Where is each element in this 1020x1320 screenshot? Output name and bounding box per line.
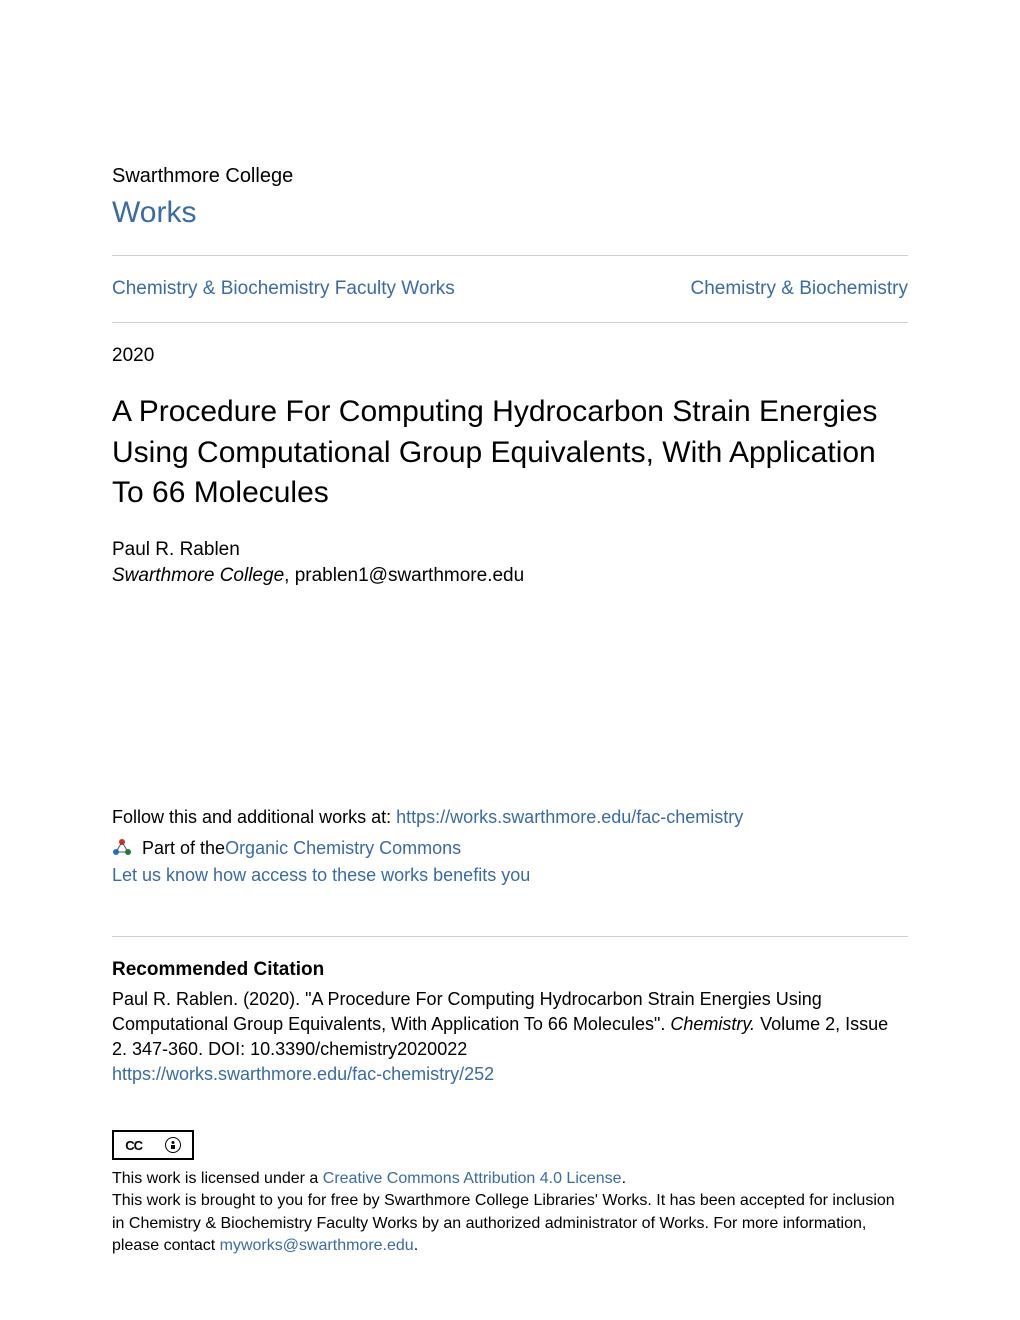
author-name: Paul R. Rablen — [112, 539, 908, 561]
feedback-link[interactable]: Let us know how access to these works be… — [112, 865, 908, 886]
cc-icon: CC — [125, 1138, 142, 1153]
affiliation-separator: , — [284, 565, 295, 586]
author-affiliation-row: Swarthmore College, prablen1@swarthmore.… — [112, 565, 908, 587]
license-statement: This work is licensed under a Creative C… — [112, 1168, 908, 1190]
follow-works-text: Follow this and additional works at: htt… — [112, 807, 908, 828]
collection-link[interactable]: Chemistry & Biochemistry Faculty Works — [112, 278, 455, 300]
contact-email-link[interactable]: myworks@swarthmore.edu — [220, 1237, 414, 1254]
author-affiliation: Swarthmore College — [112, 565, 284, 586]
institution-name: Swarthmore College — [112, 165, 908, 188]
commons-prefix: Part of the — [142, 838, 225, 859]
divider-nav — [112, 322, 908, 323]
license-prefix: This work is licensed under a — [112, 1170, 323, 1187]
commons-network-icon — [112, 838, 132, 858]
commons-row: Part of the Organic Chemistry Commons — [112, 838, 908, 859]
citation-url-link[interactable]: https://works.swarthmore.edu/fac-chemist… — [112, 1064, 908, 1085]
divider-citation — [112, 936, 908, 937]
publication-year: 2020 — [112, 345, 908, 367]
repository-link[interactable]: Works — [112, 196, 908, 230]
citation-body: Paul R. Rablen. (2020). "A Procedure For… — [112, 987, 908, 1063]
commons-link[interactable]: Organic Chemistry Commons — [225, 838, 461, 859]
license-link[interactable]: Creative Commons Attribution 4.0 License — [323, 1170, 622, 1187]
department-link[interactable]: Chemistry & Biochemistry — [691, 278, 909, 300]
page-title: A Procedure For Computing Hydrocarbon St… — [112, 392, 908, 514]
author-email: prablen1@swarthmore.edu — [295, 565, 524, 586]
follow-url-link[interactable]: https://works.swarthmore.edu/fac-chemist… — [396, 807, 743, 827]
by-icon — [165, 1137, 181, 1153]
follow-prefix: Follow this and additional works at: — [112, 807, 396, 827]
license-suffix: . — [622, 1170, 626, 1187]
citation-journal: Chemistry. — [670, 1014, 755, 1034]
cc-license-badge[interactable]: CC — [112, 1130, 194, 1160]
disclaimer-statement: This work is brought to you for free by … — [112, 1190, 908, 1257]
breadcrumb-nav: Chemistry & Biochemistry Faculty Works C… — [112, 256, 908, 322]
citation-heading: Recommended Citation — [112, 959, 908, 981]
disclaimer-suffix: . — [414, 1237, 418, 1254]
